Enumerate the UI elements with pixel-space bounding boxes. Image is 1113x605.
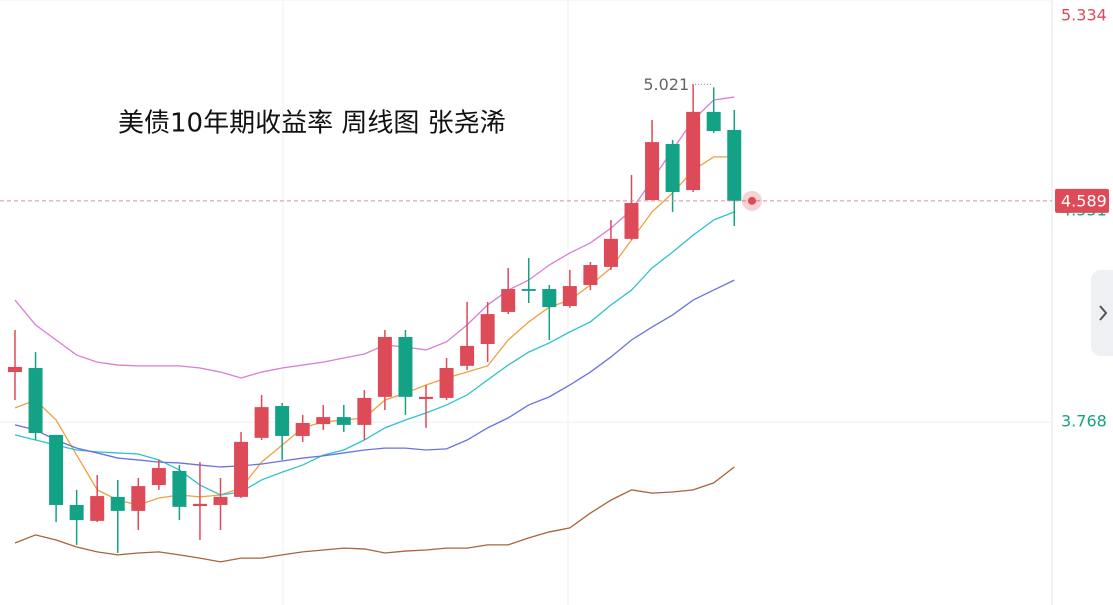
ma-line [14,279,735,468]
candle-body [8,366,22,373]
candle-body [336,417,351,425]
candle-body [480,314,495,345]
candle-body [28,368,43,433]
candle-body [357,397,372,425]
candle-body [624,203,639,239]
candle-body [521,289,536,291]
arrow-icon [1099,305,1108,321]
candle-body [151,468,166,486]
candle-body [275,406,290,436]
candle-body [316,417,331,425]
candle-body [49,434,64,505]
candle-body [665,143,680,192]
candle-body [69,504,84,521]
candle-body [501,289,516,312]
candle-body [254,407,269,438]
candle-body [172,471,187,507]
y-tick-label: 3.768 [1061,412,1107,431]
candle-body [131,486,146,511]
ma-line [14,211,735,496]
ma-line [14,466,735,563]
candle-body [727,129,742,201]
ma-line [14,96,735,379]
candle-body [603,238,618,267]
candle-body [460,345,475,366]
candle-body [706,111,721,132]
candle-body [419,396,433,400]
y-tick-label: 5.334 [1061,6,1107,25]
candle-body [398,337,413,397]
candle-body [542,289,557,308]
next-button[interactable] [1091,270,1113,356]
candle-body [295,423,310,436]
candle-body [234,441,249,497]
chart-title: 美债10年期收益率 周线图 张尧浠 [118,109,506,139]
last-price-tag [1055,188,1109,213]
candle-body [645,142,660,201]
candle-body [686,111,701,191]
candle-body [192,503,207,507]
candle-body [439,368,454,398]
candle-body [213,496,228,505]
max-label: 5.021 [643,75,689,94]
candle-body [377,337,392,397]
candle-body [562,286,577,307]
last-price-label: 4.589 [1061,191,1107,210]
candle-body [110,496,125,511]
last-price-dot [748,196,756,205]
candle-body [583,265,598,285]
candle-body [90,496,105,521]
